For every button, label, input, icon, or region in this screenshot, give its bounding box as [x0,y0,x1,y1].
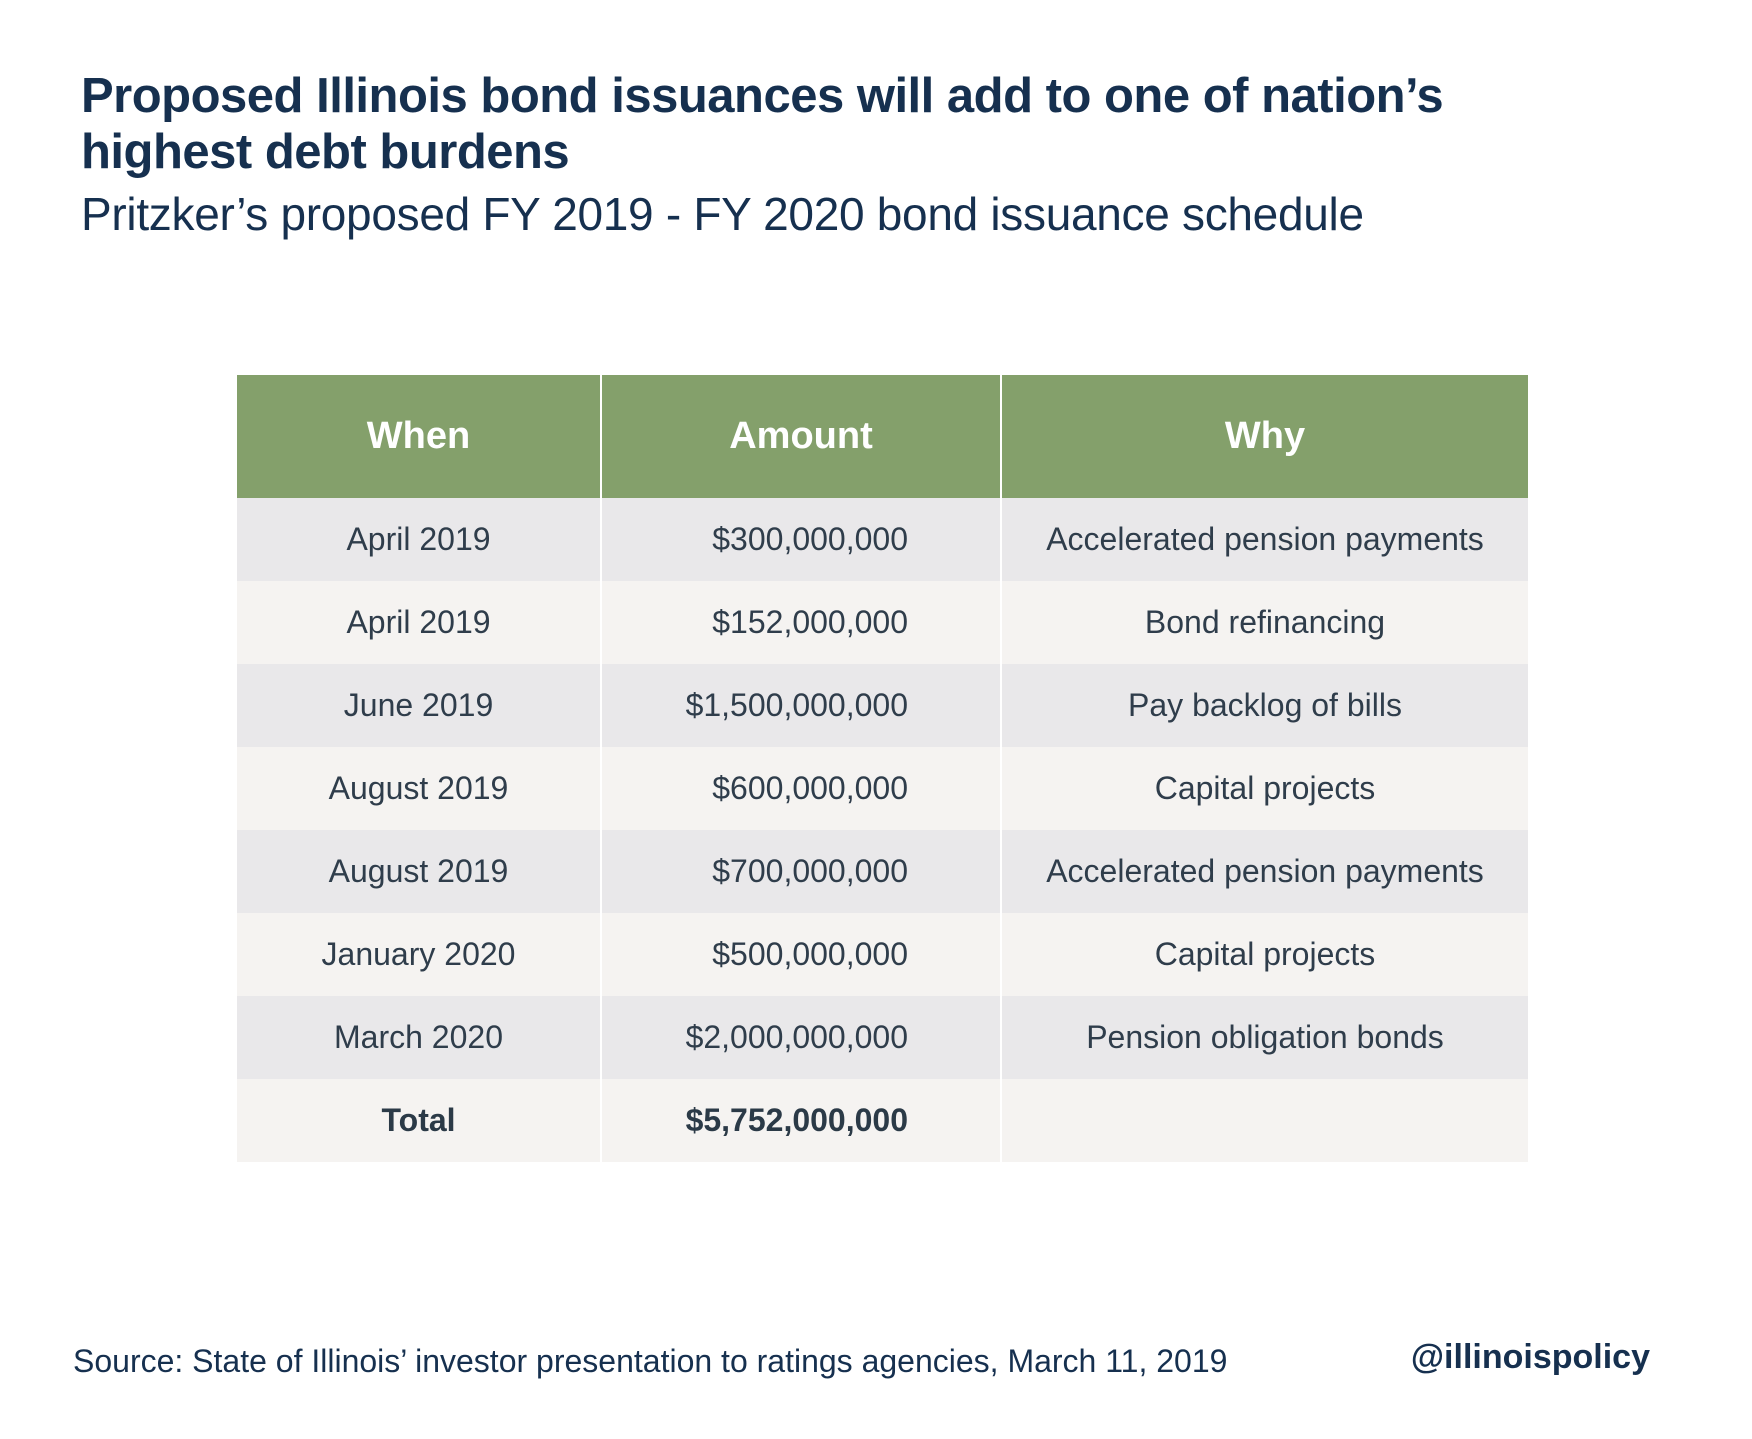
amount-cell: $152,000,000 [601,581,1002,664]
social-handle: @illinoispolicy [1410,1338,1650,1376]
why-cell: Accelerated pension payments [1001,498,1528,581]
chart-subtitle: Pritzker’s proposed FY 2019 - FY 2020 bo… [81,188,1364,240]
table-row: August 2019 $600,000,000 Capital projects [237,747,1528,830]
why-cell: Pay backlog of bills [1001,664,1528,747]
table-row: April 2019 $300,000,000 Accelerated pensio… [237,498,1528,581]
column-header-why: Why [1001,375,1528,498]
table-header-row: When Amount Why [237,375,1528,498]
why-cell: Accelerated pension payments [1001,830,1528,913]
amount-cell: $2,000,000,000 [601,996,1002,1079]
table-row: April 2019 $152,000,000 Bond refinancing [237,581,1528,664]
when-cell: March 2020 [237,996,602,1079]
table-row: June 2019 $1,500,000,000 Pay backlog of bi… [237,664,1528,747]
column-header-amount: Amount [601,375,1002,498]
table-total-row: Total $5,752,000,000 [237,1079,1528,1162]
table-row: August 2019 $700,000,000 Accelerated pensi… [237,830,1528,913]
amount-cell: $300,000,000 [601,498,1002,581]
why-cell: Bond refinancing [1001,581,1528,664]
total-label: Total [237,1079,602,1162]
bond-schedule-table: When Amount Why April 2019 $300,000,000 Ac… [237,375,1528,1162]
amount-cell: $1,500,000,000 [601,664,1002,747]
why-cell: Capital projects [1001,913,1528,996]
total-amount: $5,752,000,000 [601,1079,1002,1162]
when-cell: April 2019 [237,498,602,581]
table-row: January 2020 $500,000,000 Capital projects [237,913,1528,996]
column-header-when: When [237,375,602,498]
when-cell: August 2019 [237,747,602,830]
when-cell: January 2020 [237,913,602,996]
when-cell: April 2019 [237,581,602,664]
when-cell: June 2019 [237,664,602,747]
total-why [1001,1079,1528,1162]
table-body: April 2019 $300,000,000 Accelerated pensio… [237,498,1528,1162]
source-note: Source: State of Illinois’ investor pres… [73,1343,1228,1379]
why-cell: Pension obligation bonds [1001,996,1528,1079]
why-cell: Capital projects [1001,747,1528,830]
amount-cell: $600,000,000 [601,747,1002,830]
chart-title: Proposed Illinois bond issuances will ad… [81,69,1444,179]
amount-cell: $500,000,000 [601,913,1002,996]
amount-cell: $700,000,000 [601,830,1002,913]
table-row: March 2020 $2,000,000,000 Pension obligati… [237,996,1528,1079]
when-cell: August 2019 [237,830,602,913]
